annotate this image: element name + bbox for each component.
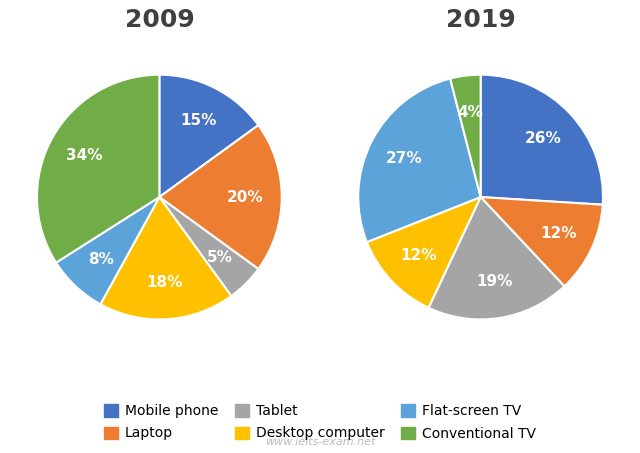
Text: 8%: 8% <box>88 252 114 267</box>
Wedge shape <box>450 75 481 197</box>
Wedge shape <box>481 197 603 286</box>
Title: 2009: 2009 <box>125 9 195 33</box>
Text: 15%: 15% <box>180 113 216 128</box>
Wedge shape <box>481 75 603 205</box>
Text: 18%: 18% <box>147 275 183 290</box>
Wedge shape <box>56 197 159 304</box>
Title: 2019: 2019 <box>445 9 515 33</box>
Legend: Mobile phone, Laptop, Tablet, Desktop computer, Flat-screen TV, Conventional TV: Mobile phone, Laptop, Tablet, Desktop co… <box>99 399 541 446</box>
Text: 34%: 34% <box>66 148 102 163</box>
Text: www.ielts-exam.net: www.ielts-exam.net <box>265 437 375 447</box>
Wedge shape <box>159 75 259 197</box>
Wedge shape <box>358 78 481 242</box>
Text: 19%: 19% <box>476 274 512 289</box>
Text: 5%: 5% <box>207 250 233 265</box>
Wedge shape <box>37 75 159 263</box>
Text: 27%: 27% <box>386 151 422 166</box>
Text: 12%: 12% <box>400 248 436 263</box>
Text: 4%: 4% <box>457 105 483 120</box>
Wedge shape <box>159 125 282 269</box>
Wedge shape <box>159 197 259 296</box>
Wedge shape <box>367 197 481 308</box>
Wedge shape <box>429 197 564 319</box>
Wedge shape <box>100 197 231 319</box>
Text: 26%: 26% <box>525 131 561 146</box>
Text: 12%: 12% <box>540 226 577 241</box>
Text: 20%: 20% <box>227 189 263 205</box>
